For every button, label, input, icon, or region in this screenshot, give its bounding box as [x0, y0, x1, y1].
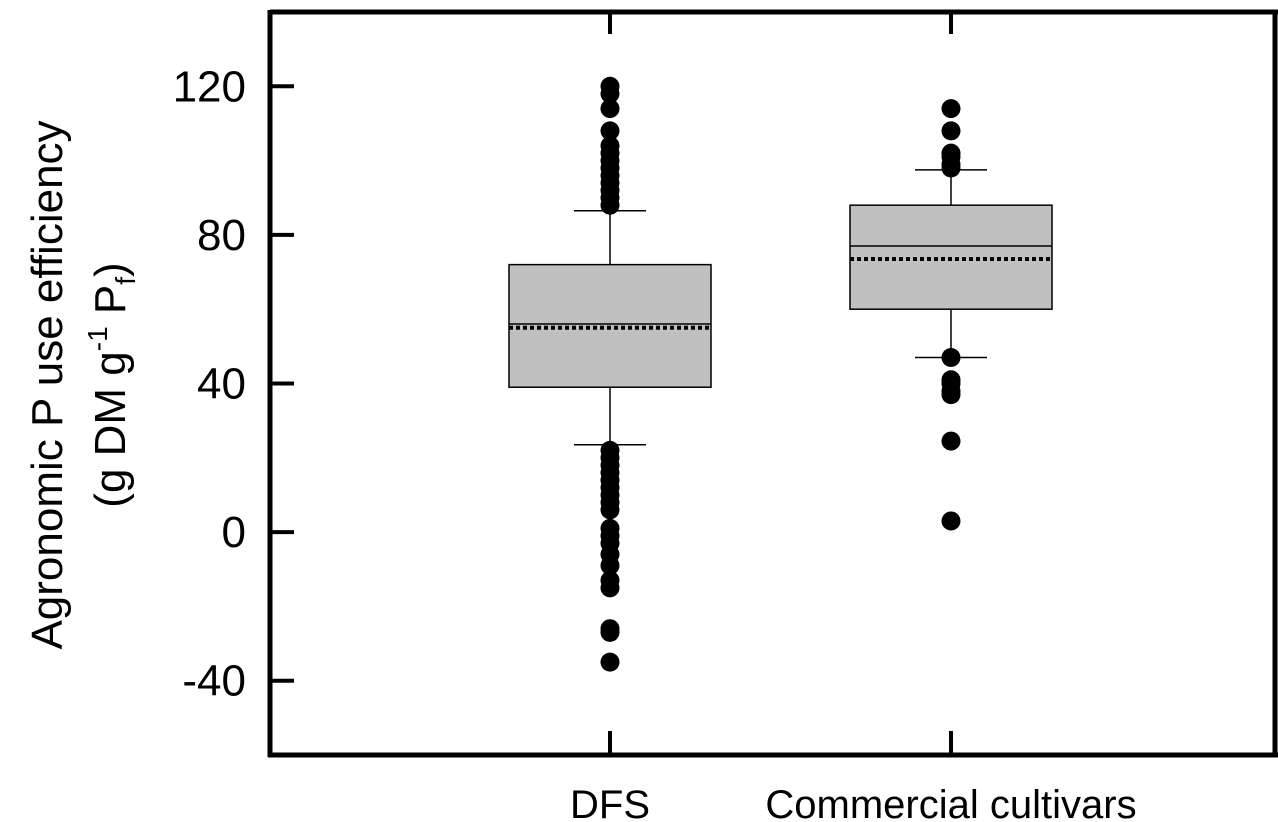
outlier-point — [600, 556, 620, 576]
outlier-point — [941, 121, 961, 141]
outlier-point — [941, 511, 961, 531]
x-tick-label: Commercial cultivars — [765, 783, 1136, 822]
y-tick-label: 0 — [222, 508, 246, 557]
outlier-point — [600, 500, 620, 520]
outlier-point — [600, 99, 620, 119]
outlier-point — [600, 652, 620, 672]
y-axis-label-line1: Agronomic P use efficiency — [23, 120, 72, 649]
box-group-1 — [849, 99, 1053, 531]
outlier-point — [600, 121, 620, 141]
y-axis-label-line2: (g DM g-1 Pf) — [82, 262, 141, 507]
y-axis-label-sup: -1 — [82, 326, 113, 351]
y-axis-label-pre: (g DM g — [86, 351, 135, 507]
outlier-point — [941, 431, 961, 451]
x-tick-label: DFS — [570, 783, 650, 822]
y-axis-label-mid: P — [86, 285, 135, 327]
outlier-point — [600, 622, 620, 642]
y-tick-label: 40 — [197, 360, 246, 409]
outlier-point — [600, 84, 620, 104]
outlier-point — [941, 158, 961, 178]
box-group-0 — [508, 76, 712, 672]
outlier-point — [941, 99, 961, 119]
outlier-point — [600, 195, 620, 215]
y-tick-label: 80 — [197, 211, 246, 260]
outlier-point — [600, 578, 620, 598]
y-axis-label-post: ) — [86, 262, 135, 277]
y-tick-label: -40 — [182, 657, 246, 706]
outlier-point — [941, 385, 961, 405]
outlier-point — [941, 347, 961, 367]
y-tick-label: 120 — [173, 62, 246, 111]
y-axis-label-sub: f — [110, 277, 141, 285]
